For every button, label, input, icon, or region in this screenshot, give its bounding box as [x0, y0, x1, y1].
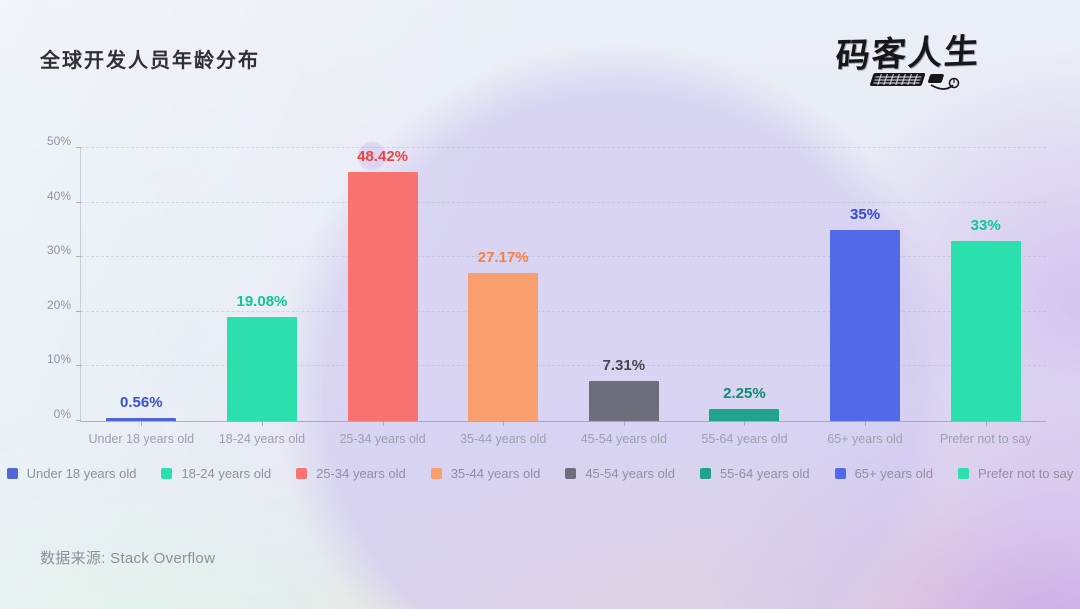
- y-axis-tick: [76, 256, 81, 258]
- x-axis-tick: [744, 421, 746, 426]
- bar-group: 2.25% 55-64 years old: [684, 148, 805, 446]
- bar: [588, 381, 659, 421]
- legend-item: 65+ years old: [834, 466, 933, 481]
- legend-item: Prefer not to say: [958, 466, 1073, 481]
- legend-label: 55-64 years old: [719, 466, 810, 481]
- gridline: [81, 365, 1046, 367]
- y-axis-tick: [76, 201, 81, 203]
- legend-swatch-icon: [161, 468, 173, 479]
- keyboard-mouse-icon: [870, 73, 960, 91]
- y-axis-tick: [76, 420, 81, 421]
- legend-label: 18-24 years old: [181, 466, 272, 481]
- bar: [950, 240, 1021, 421]
- bar-chart: 0% 10% 20% 30% 40% 50% 0.56% Under 18 years ol…: [47, 134, 1046, 446]
- bar-group: 19.08% 18-24 years old: [202, 148, 323, 446]
- legend-item: 25-34 years old: [296, 466, 406, 481]
- x-axis-label: Under 18 years old: [88, 432, 195, 446]
- bar-group: 0.56% Under 18 years old: [81, 148, 202, 446]
- y-axis-tick-label: 30%: [46, 243, 71, 258]
- gridline: [81, 147, 1046, 148]
- y-axis-tick: [76, 147, 81, 148]
- x-axis-label: 45-54 years old: [580, 432, 667, 446]
- x-axis-label: 18-24 years old: [218, 432, 306, 446]
- bar-group: 48.42% 25-34 years old: [322, 148, 443, 446]
- y-axis-tick-label: 40%: [46, 188, 71, 203]
- legend-item: 35-44 years old: [430, 466, 541, 481]
- bar-value-label: 35%: [850, 205, 881, 223]
- legend-item: Under 18 years old: [6, 466, 137, 481]
- bar-group: 27.17% 35-44 years old: [443, 148, 564, 446]
- bar: [226, 316, 297, 421]
- legend-label: 65+ years old: [854, 466, 933, 481]
- bar-value-label: 33%: [970, 216, 1001, 234]
- bar-value-label: 27.17%: [477, 248, 529, 266]
- legend-swatch-icon: [699, 468, 711, 479]
- legend-item: 18-24 years old: [161, 466, 271, 481]
- legend-swatch-icon: [296, 468, 308, 479]
- bar-value-label: 0.56%: [120, 393, 163, 411]
- y-axis: 0% 10% 20% 30% 40% 50%: [47, 134, 1046, 421]
- legend-swatch-icon: [958, 468, 969, 479]
- legend-label: Prefer not to say: [978, 466, 1074, 481]
- y-axis-tick: [76, 310, 81, 312]
- brand-logo-text: 码客人生: [834, 31, 982, 77]
- page-title: 全球开发人员年龄分布: [40, 50, 260, 72]
- legend-swatch-icon: [430, 468, 442, 479]
- data-source-label: 数据来源: Stack Overflow: [40, 550, 216, 567]
- chart-legend: Under 18 years old 18-24 years old 25-34 y…: [0, 466, 1080, 481]
- legend-swatch-icon: [6, 468, 18, 479]
- gridlines-layer: [81, 147, 1046, 421]
- gridline: [81, 310, 1046, 312]
- x-axis-tick: [985, 421, 987, 426]
- x-axis-label: 35-44 years old: [460, 432, 547, 446]
- bar: [709, 408, 780, 421]
- bar-value-label: 2.25%: [723, 384, 766, 402]
- x-axis-label: 25-34 years old: [339, 432, 426, 446]
- bar: [106, 417, 177, 421]
- legend-swatch-icon: [834, 468, 846, 479]
- bar-value-label: 48.42%: [357, 148, 408, 165]
- plot-area: 0.56% Under 18 years old 19.08% 18-24 years…: [81, 148, 1046, 446]
- bar-group: 33% Prefer not to say: [925, 148, 1046, 446]
- legend-item: 45-54 years old: [565, 466, 675, 481]
- x-axis-tick: [382, 421, 384, 426]
- bar-value-label: 19.08%: [236, 292, 288, 310]
- legend-label: 45-54 years old: [585, 466, 675, 481]
- bar: [468, 272, 539, 421]
- y-axis-tick-label: 0%: [53, 407, 71, 421]
- x-axis-tick: [261, 421, 263, 426]
- x-axis-label: Prefer not to say: [939, 432, 1032, 446]
- y-axis-tick-label: 10%: [46, 352, 71, 367]
- x-axis-label: 55-64 years old: [701, 432, 788, 446]
- legend-label: 35-44 years old: [450, 466, 541, 481]
- x-axis-tick: [623, 421, 625, 426]
- legend-label: Under 18 years old: [26, 466, 137, 481]
- bar: [830, 229, 901, 421]
- gridline: [81, 256, 1046, 258]
- legend-label: 25-34 years old: [316, 466, 406, 481]
- x-axis-label: 65+ years old: [827, 432, 903, 446]
- bar-group: 7.31% 45-54 years old: [564, 148, 685, 446]
- x-axis-tick: [865, 421, 867, 426]
- bar-value-label: 7.31%: [602, 357, 646, 375]
- y-axis-tick: [76, 365, 81, 367]
- bar: [347, 172, 418, 421]
- brand-logo: 码客人生: [828, 31, 988, 108]
- x-axis-tick: [141, 421, 143, 426]
- legend-swatch-icon: [565, 468, 577, 479]
- gridline: [81, 201, 1046, 203]
- y-axis-tick-label: 20%: [46, 297, 71, 312]
- legend-item: 55-64 years old: [699, 466, 810, 481]
- y-axis-tick-label: 50%: [46, 134, 71, 148]
- x-axis-tick: [503, 421, 505, 426]
- bar-group: 35% 65+ years old: [805, 148, 926, 446]
